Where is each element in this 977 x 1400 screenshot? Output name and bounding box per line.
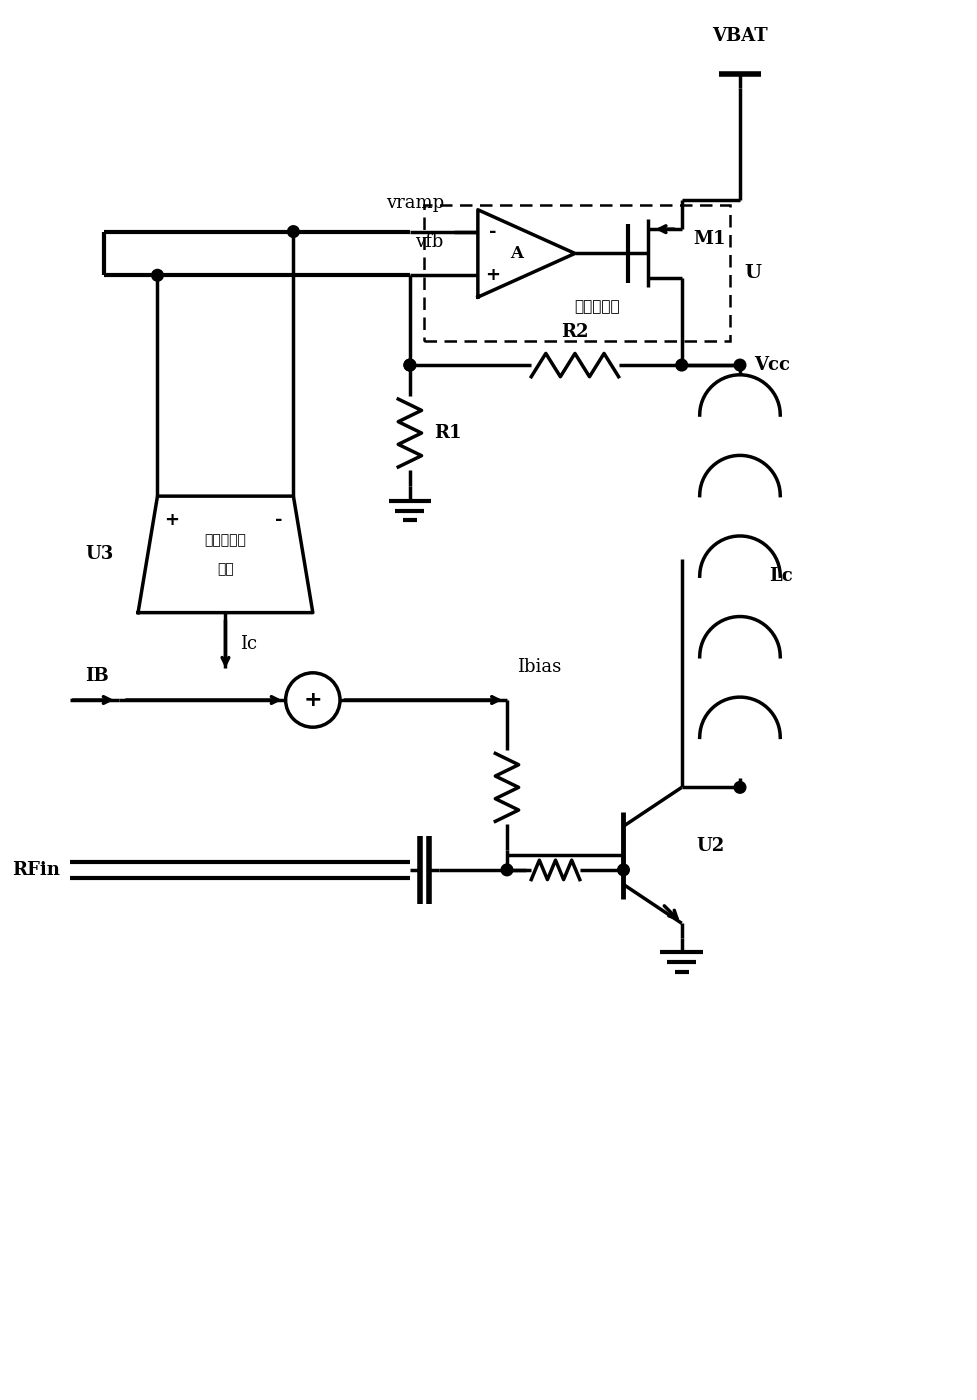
Text: R1: R1 — [434, 424, 462, 442]
Text: U3: U3 — [86, 546, 113, 563]
Circle shape — [734, 360, 745, 371]
Text: vfb: vfb — [415, 232, 443, 251]
Text: Ibias: Ibias — [517, 658, 561, 676]
Circle shape — [734, 781, 745, 794]
Text: R2: R2 — [561, 323, 589, 340]
Text: +: + — [164, 511, 180, 529]
Text: -: - — [276, 511, 282, 529]
Circle shape — [617, 864, 629, 876]
Text: A: A — [510, 245, 524, 262]
Text: 线性稳压器: 线性稳压器 — [573, 300, 619, 315]
Circle shape — [676, 360, 688, 371]
Text: VBAT: VBAT — [712, 27, 768, 45]
Text: +: + — [304, 690, 322, 710]
Text: -: - — [488, 223, 496, 241]
Text: vramp: vramp — [386, 195, 444, 213]
Text: IB: IB — [85, 668, 109, 686]
Text: RFin: RFin — [13, 861, 61, 879]
Text: Lc: Lc — [769, 567, 793, 585]
Circle shape — [404, 360, 416, 371]
Text: Vcc: Vcc — [754, 356, 790, 374]
Text: M1: M1 — [694, 230, 726, 248]
Text: 电压电流转: 电压电流转 — [204, 533, 246, 547]
Circle shape — [287, 225, 299, 238]
Circle shape — [404, 360, 416, 371]
Text: +: + — [485, 266, 500, 284]
Text: 换器: 换器 — [217, 561, 234, 575]
Circle shape — [151, 269, 163, 281]
Text: U: U — [744, 263, 762, 281]
Circle shape — [501, 864, 513, 876]
Text: U2: U2 — [697, 837, 725, 854]
Text: Ic: Ic — [240, 634, 257, 652]
